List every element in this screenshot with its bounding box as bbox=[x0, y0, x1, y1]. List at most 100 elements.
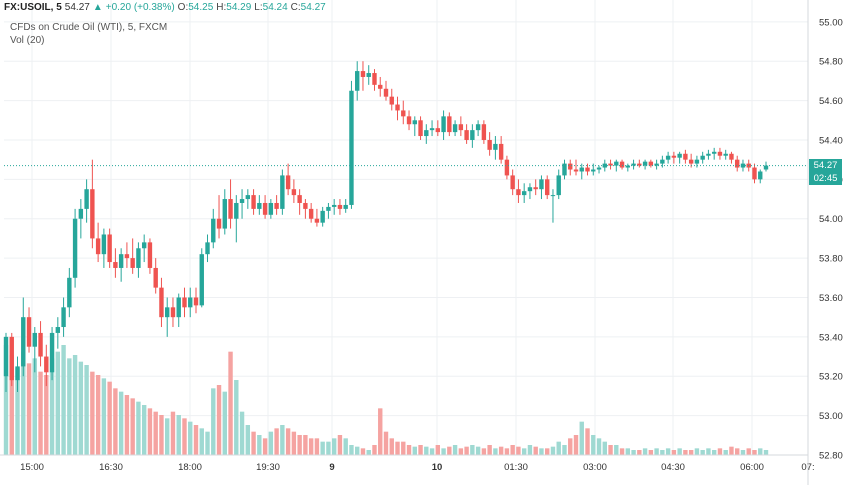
candle-body bbox=[3, 336, 9, 377]
volume-bar bbox=[527, 445, 533, 455]
volume-bar bbox=[568, 438, 573, 455]
volume-bar bbox=[124, 395, 130, 455]
volume-bar bbox=[15, 368, 20, 455]
volume-bar bbox=[95, 375, 101, 455]
symbol-label[interactable]: FX:USOIL, 5 bbox=[4, 1, 62, 13]
volume-bar bbox=[147, 408, 153, 455]
time-tick-label: 06:00 bbox=[740, 462, 764, 473]
price-tick-label: 55.00 bbox=[819, 17, 843, 28]
candle-body bbox=[262, 202, 268, 215]
candle-body bbox=[199, 254, 204, 306]
candle-body bbox=[78, 208, 84, 219]
candle-body bbox=[614, 161, 619, 166]
volume-bar bbox=[458, 448, 464, 455]
price-tick-label: 54.60 bbox=[819, 96, 843, 107]
candle-body bbox=[331, 204, 337, 207]
candle-body bbox=[401, 110, 406, 117]
high-value: 54.29 bbox=[226, 1, 252, 13]
volume-bar bbox=[44, 375, 49, 455]
open-value: 54.25 bbox=[188, 1, 214, 13]
volume-bar bbox=[176, 415, 181, 455]
candle-body bbox=[228, 199, 233, 219]
candle-body bbox=[735, 159, 740, 168]
candle-body bbox=[251, 195, 256, 209]
volume-bar bbox=[84, 365, 89, 455]
candle-body bbox=[326, 206, 331, 211]
candle-body bbox=[32, 332, 37, 347]
volume-bar bbox=[637, 450, 642, 455]
high-label: H: bbox=[216, 1, 227, 13]
candle-body bbox=[378, 84, 383, 89]
candle-body bbox=[608, 163, 613, 166]
volume-bar bbox=[717, 448, 723, 455]
volume-bar bbox=[199, 428, 204, 455]
volume-bar bbox=[355, 446, 360, 455]
volume-bar bbox=[545, 448, 550, 455]
candle-body bbox=[527, 187, 533, 192]
volume-bar bbox=[349, 445, 354, 455]
volume-bar bbox=[493, 448, 498, 455]
volume-bar bbox=[579, 421, 584, 455]
volume-bar bbox=[9, 355, 14, 455]
volume-bar bbox=[706, 448, 711, 455]
volume-bar bbox=[136, 401, 141, 455]
volume-bar bbox=[533, 446, 538, 455]
candle-body bbox=[297, 195, 302, 203]
volume-bar bbox=[688, 450, 694, 455]
close-value: 54.27 bbox=[300, 1, 326, 13]
candle-body bbox=[493, 143, 498, 150]
volume-bar bbox=[642, 448, 648, 455]
candle-body bbox=[406, 116, 412, 125]
volume-bar bbox=[383, 431, 389, 455]
candle-body bbox=[141, 242, 147, 249]
volume-bar bbox=[239, 411, 245, 455]
price-tick-label: 54.00 bbox=[819, 214, 843, 225]
candle-body bbox=[752, 167, 757, 180]
candle-body bbox=[193, 297, 199, 306]
change-up-icon: ▲ bbox=[92, 1, 103, 13]
volume-bar bbox=[596, 438, 602, 455]
volume-bar bbox=[337, 435, 343, 455]
volume-bar bbox=[470, 445, 475, 455]
candle-body bbox=[631, 163, 636, 166]
volume-bar bbox=[280, 425, 285, 455]
candle-body bbox=[15, 366, 20, 381]
volume-bar bbox=[26, 363, 32, 455]
volume-bar bbox=[401, 441, 406, 455]
candle-body bbox=[308, 208, 314, 219]
volume-bar bbox=[130, 398, 135, 455]
candle-body bbox=[170, 307, 176, 318]
volume-bar bbox=[32, 358, 37, 455]
candle-body bbox=[95, 238, 101, 255]
candle-body bbox=[498, 143, 504, 160]
volume-bar bbox=[3, 345, 9, 455]
candle-body bbox=[458, 124, 464, 131]
volume-bar bbox=[107, 381, 112, 455]
close-label: C: bbox=[290, 1, 301, 13]
volume-bar bbox=[308, 438, 314, 455]
candle-body bbox=[124, 254, 130, 259]
volume-bar bbox=[447, 446, 452, 455]
candle-body bbox=[395, 104, 400, 111]
candle-body bbox=[481, 124, 487, 140]
candle-body bbox=[429, 128, 435, 131]
candle-body bbox=[222, 199, 227, 229]
candle-body bbox=[355, 71, 360, 91]
volume-bar bbox=[424, 446, 429, 455]
price-tick-label: 53.00 bbox=[819, 411, 843, 422]
candle-body bbox=[343, 204, 348, 209]
candle-body bbox=[464, 130, 469, 140]
candle-body bbox=[729, 153, 734, 160]
volume-bar bbox=[729, 446, 734, 455]
volume-bar bbox=[49, 358, 55, 455]
volume-bar bbox=[763, 450, 769, 455]
candle-body bbox=[441, 116, 446, 133]
plot-area bbox=[4, 0, 808, 455]
volume-bar bbox=[372, 445, 377, 455]
candle-body bbox=[556, 175, 561, 196]
volume-bar bbox=[435, 445, 441, 455]
candle-body bbox=[694, 159, 700, 164]
volume-bar bbox=[21, 351, 26, 455]
candle-body bbox=[372, 73, 377, 85]
